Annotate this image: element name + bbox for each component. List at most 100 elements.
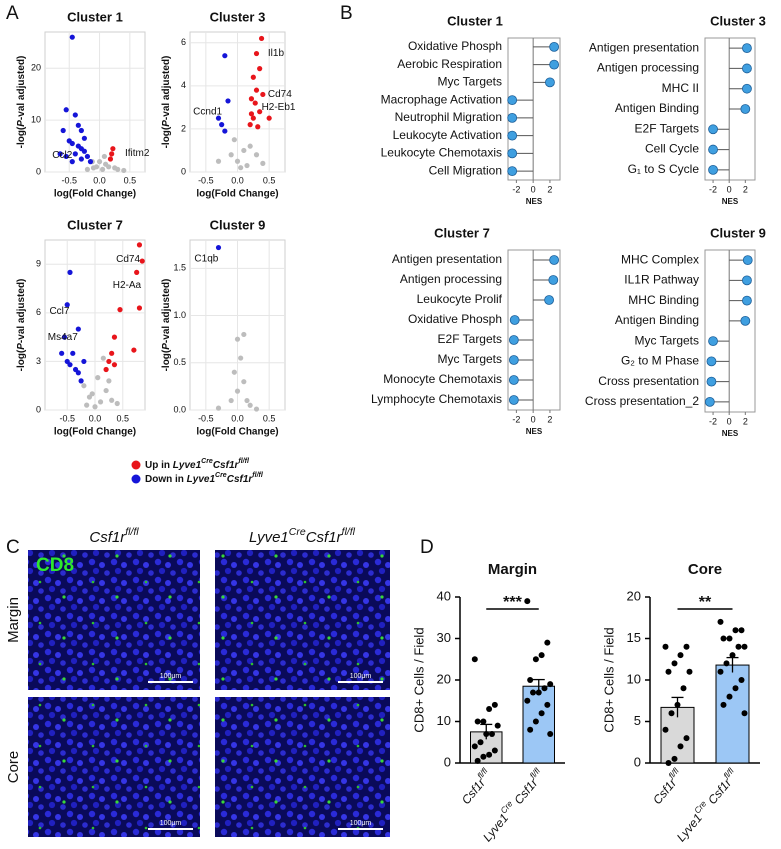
point — [110, 146, 116, 152]
data-point — [717, 668, 724, 675]
point — [234, 158, 241, 164]
data-point — [732, 627, 739, 634]
legend-label-part: Csf1r — [213, 460, 240, 471]
data-point — [532, 718, 539, 725]
legend-swatch — [131, 474, 141, 484]
lollipop-head — [740, 315, 751, 326]
category-label: E2F Targets — [635, 121, 699, 135]
category-label: Myc Targets — [438, 75, 502, 89]
x-tick-label: 0 — [727, 416, 732, 426]
y-axis-label-part: P — [16, 343, 27, 350]
x-tick-label: 0.0 — [89, 413, 102, 423]
data-point — [486, 706, 493, 713]
data-point — [732, 685, 739, 692]
category-label: Macrophage Activation — [381, 92, 502, 106]
lollipop-head — [742, 83, 752, 94]
point — [84, 153, 91, 160]
x-tick-label: 0 — [727, 184, 732, 194]
data-point — [717, 618, 724, 625]
point — [131, 347, 137, 353]
point — [69, 159, 75, 165]
point — [81, 383, 87, 389]
point — [78, 156, 84, 162]
data-point — [494, 722, 501, 729]
point — [136, 242, 143, 248]
category-label: Cross presentation — [598, 374, 699, 388]
point — [248, 111, 255, 117]
point — [219, 122, 225, 128]
plot-area — [44, 31, 146, 173]
x-tick-label: 0.5 — [263, 175, 276, 185]
column-header-part: Csf1r — [306, 529, 343, 546]
legend-label-part: fl/fl — [238, 458, 250, 465]
y-axis-label-part: -log( — [16, 349, 27, 371]
point — [57, 151, 63, 157]
point — [111, 362, 118, 368]
chart-title: Cluster 3 — [710, 13, 766, 28]
data-point — [662, 643, 669, 650]
x-tick-label-part: Lyve1 — [480, 811, 511, 844]
plot-area — [507, 249, 561, 411]
panel-labels: A B C D — [6, 3, 434, 558]
chart: 0 10 20 30 40 Margin CD8+ Cells / Field Csf1rfl… — [411, 561, 565, 844]
point — [81, 148, 87, 154]
panel-label: C — [6, 537, 20, 558]
annotation: Ccnd1 — [193, 106, 222, 117]
chart: -0.5 0.0 0.5 0.0 0.5 1.0 1.5 Cluster 9 log(Fold … — [161, 217, 286, 438]
x-tick-label: 2 — [547, 414, 552, 424]
x-tick-label: Csf1rfl/fl — [648, 765, 687, 807]
x-tick-label: -2 — [709, 416, 717, 426]
chart-title: Cluster 7 — [434, 225, 490, 240]
x-tick-label: 0.0 — [231, 413, 244, 423]
x-tick-label: Csf1rfl/fl — [457, 765, 496, 807]
point — [215, 115, 222, 121]
chart-title: Cluster 1 — [67, 9, 123, 24]
chart-title: Core — [688, 561, 722, 578]
data-point — [729, 652, 736, 659]
point — [228, 397, 234, 404]
chart-title: Margin — [488, 561, 537, 578]
point — [59, 350, 65, 356]
x-axis-label: log(Fold Change) — [54, 189, 136, 200]
point — [134, 269, 140, 275]
point — [103, 366, 109, 373]
data-point — [547, 730, 554, 737]
stain-label: CD8 — [36, 555, 74, 576]
point — [78, 127, 84, 134]
point — [231, 369, 237, 375]
data-point — [686, 668, 693, 675]
data-point — [491, 701, 498, 708]
point — [260, 160, 266, 166]
chart-title: Cluster 3 — [210, 9, 266, 24]
point — [100, 355, 106, 361]
category-label: Leukocyte Activation — [393, 128, 502, 142]
point — [92, 404, 98, 410]
lollipop-head — [742, 43, 752, 54]
micrograph-signal — [215, 550, 390, 690]
row-label: Core — [5, 751, 22, 784]
data-point — [541, 685, 548, 692]
x-tick-label-part: Csf1r — [650, 775, 680, 807]
point — [109, 397, 115, 403]
x-axis-label: NES — [722, 197, 739, 206]
y-tick-label: 0 — [36, 166, 41, 176]
point — [136, 305, 143, 311]
chart: -2 0 2 NES Cluster 9 MHC Complex IL1R Pathway M… — [585, 225, 766, 438]
point — [222, 128, 228, 134]
point — [241, 147, 247, 154]
column-header: Lyve1CreCsf1rfl/fl — [249, 526, 356, 546]
annotation: Ifitm2 — [125, 148, 150, 159]
x-axis-label: log(Fold Change) — [196, 189, 278, 200]
point — [225, 98, 231, 104]
data-point — [538, 652, 545, 659]
data-point — [524, 598, 531, 605]
annotation: Cd74 — [268, 89, 292, 100]
y-tick-label: 2 — [181, 123, 186, 133]
lollipop-head — [706, 356, 717, 367]
point — [87, 159, 94, 165]
category-label: MHC II — [662, 81, 699, 95]
data-point — [677, 743, 684, 750]
data-point — [483, 730, 490, 737]
point — [63, 107, 69, 113]
data-point — [720, 635, 727, 642]
